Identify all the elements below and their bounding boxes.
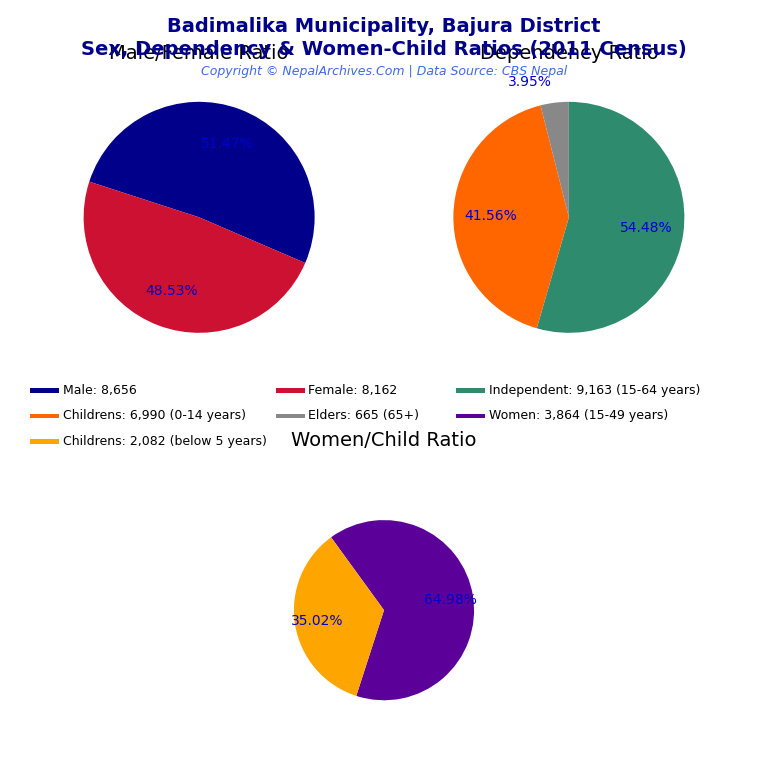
Wedge shape bbox=[331, 520, 474, 700]
Text: 41.56%: 41.56% bbox=[464, 209, 517, 223]
Text: 64.98%: 64.98% bbox=[424, 593, 477, 607]
Text: Independent: 9,163 (15-64 years): Independent: 9,163 (15-64 years) bbox=[488, 384, 700, 397]
Text: Childrens: 6,990 (0-14 years): Childrens: 6,990 (0-14 years) bbox=[63, 409, 246, 422]
Wedge shape bbox=[541, 102, 569, 217]
Bar bbox=[30, 414, 59, 419]
Wedge shape bbox=[294, 538, 384, 696]
Text: 51.47%: 51.47% bbox=[200, 137, 253, 151]
Text: Childrens: 2,082 (below 5 years): Childrens: 2,082 (below 5 years) bbox=[63, 435, 266, 448]
Text: Male: 8,656: Male: 8,656 bbox=[63, 384, 137, 397]
Title: Women/Child Ratio: Women/Child Ratio bbox=[291, 431, 477, 450]
Bar bbox=[456, 414, 485, 419]
Bar bbox=[30, 439, 59, 444]
Text: Female: 8,162: Female: 8,162 bbox=[308, 384, 398, 397]
Bar bbox=[456, 389, 485, 392]
Wedge shape bbox=[537, 102, 684, 333]
Bar bbox=[276, 389, 305, 392]
Text: Elders: 665 (65+): Elders: 665 (65+) bbox=[308, 409, 419, 422]
Text: Sex, Dependency & Women-Child Ratios (2011 Census): Sex, Dependency & Women-Child Ratios (20… bbox=[81, 40, 687, 59]
Text: 35.02%: 35.02% bbox=[291, 614, 343, 627]
Text: Badimalika Municipality, Bajura District: Badimalika Municipality, Bajura District bbox=[167, 17, 601, 36]
Bar bbox=[276, 414, 305, 419]
Text: 3.95%: 3.95% bbox=[508, 75, 552, 89]
Wedge shape bbox=[89, 102, 315, 263]
Text: Women: 3,864 (15-49 years): Women: 3,864 (15-49 years) bbox=[488, 409, 668, 422]
Wedge shape bbox=[453, 105, 569, 328]
Title: Dependency Ratio: Dependency Ratio bbox=[479, 44, 658, 63]
Text: Copyright © NepalArchives.Com | Data Source: CBS Nepal: Copyright © NepalArchives.Com | Data Sou… bbox=[201, 65, 567, 78]
Bar bbox=[30, 389, 59, 392]
Text: 48.53%: 48.53% bbox=[145, 284, 197, 298]
Text: 54.48%: 54.48% bbox=[621, 221, 673, 235]
Title: Male/Female Ratio: Male/Female Ratio bbox=[109, 44, 289, 63]
Wedge shape bbox=[84, 182, 305, 333]
